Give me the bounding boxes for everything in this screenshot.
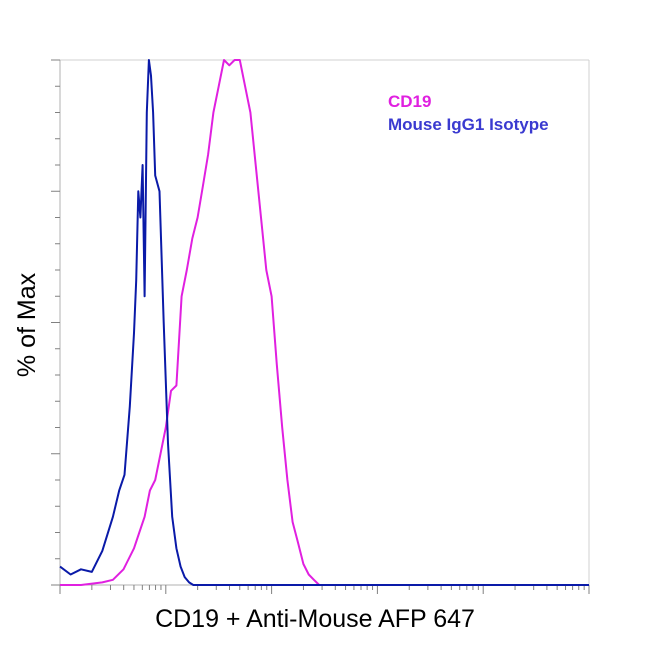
series-lines: [59, 59, 589, 586]
y-axis-ticks: [51, 59, 60, 586]
y-axis-label: % of Max: [13, 272, 41, 377]
legend-entry: CD19: [388, 92, 431, 111]
mouse-igg1-isotype-line: [59, 59, 589, 586]
x-axis-ticks: [59, 585, 590, 594]
cd19-line: [60, 59, 589, 586]
legend-entry: Mouse IgG1 Isotype: [388, 115, 549, 134]
legend: CD19 Mouse IgG1 Isotype: [388, 92, 549, 134]
x-axis-label: CD19 + Anti-Mouse AFP 647: [155, 605, 475, 633]
plot-frame: [59, 59, 590, 586]
